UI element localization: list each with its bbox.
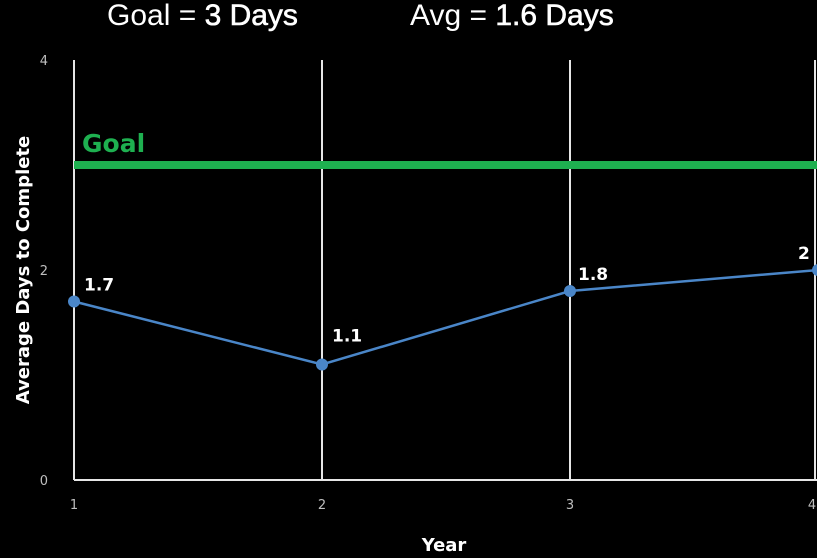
chart-header: Goal = 3 Days Avg = 1.6 Days <box>0 0 817 46</box>
x-axis-title: Year <box>421 535 467 556</box>
data-label-3: 1.8 <box>578 265 608 285</box>
x-tick-3: 3 <box>566 498 574 513</box>
y-tick-4: 4 <box>40 54 48 69</box>
data-label-1: 1.7 <box>84 276 114 296</box>
y-tick-2: 2 <box>40 264 48 279</box>
x-tick-1: 1 <box>70 498 78 513</box>
series-line-0 <box>73 268 817 366</box>
goal-prefix: Goal = <box>107 0 205 32</box>
data-label-4: 2 <box>798 244 810 264</box>
y-tick-0: 0 <box>40 474 48 489</box>
avg-summary: Avg = 1.6 Days <box>410 0 614 39</box>
data-point-3 <box>564 285 576 297</box>
goal-label: Goal <box>82 129 145 158</box>
data-label-2: 1.1 <box>332 327 362 347</box>
data-point-4 <box>812 264 817 276</box>
data-point-1 <box>68 295 80 308</box>
y-axis-title: Average Days to Complete <box>13 136 34 405</box>
goal-summary: Goal = 3 Days <box>107 0 298 39</box>
avg-prefix: Avg = <box>410 0 496 32</box>
goal-value: 3 Days <box>204 0 298 32</box>
data-point-2 <box>316 358 328 371</box>
avg-value: 1.6 Days <box>495 0 614 32</box>
x-tick-2: 2 <box>318 498 326 513</box>
x-tick-4: 4 <box>808 498 816 513</box>
